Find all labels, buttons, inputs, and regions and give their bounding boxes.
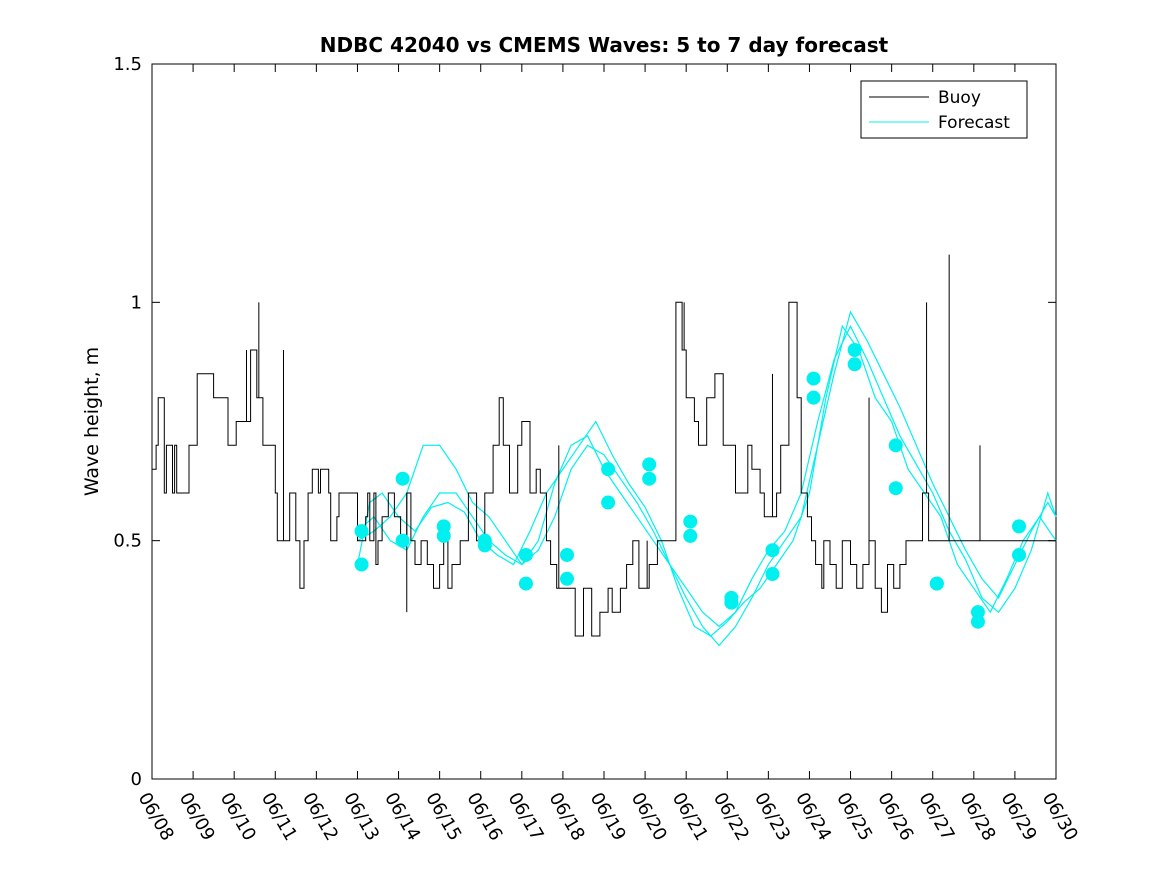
forecast-marker [518, 547, 533, 562]
legend-box [860, 80, 1028, 139]
legend-forecast-label: Forecast [938, 113, 1010, 133]
forecast-marker [395, 471, 410, 486]
forecast-markers [354, 343, 1027, 629]
forecast-marker [888, 438, 903, 453]
forecast-marker [436, 528, 451, 543]
forecast-marker [601, 462, 616, 477]
legend: Buoy Forecast [860, 80, 1028, 139]
axes-box [151, 63, 1057, 780]
forecast-marker [724, 595, 739, 610]
forecast-marker [560, 547, 575, 562]
forecast-marker [518, 576, 533, 591]
forecast-marker [847, 357, 862, 372]
legend-buoy-label: Buoy [938, 88, 981, 108]
forecast-marker [806, 390, 821, 405]
buoy-series-line [152, 301, 1056, 637]
forecast-series-line [356, 324, 1057, 637]
plot-area: 06/0806/0906/1006/1106/1206/1306/1406/15… [113, 54, 1081, 844]
forecast-marker [354, 524, 369, 539]
forecast-series-line [357, 324, 1057, 628]
y-tick-label: 1 [131, 292, 142, 313]
forecast-marker [560, 571, 575, 586]
chart-title: NDBC 42040 vs CMEMS Waves: 5 to 7 day fo… [320, 33, 889, 57]
y-axis-label: Wave height, m [81, 347, 103, 496]
y-tick-label: 0 [131, 769, 142, 790]
forecast-marker [806, 371, 821, 386]
forecast-marker [847, 343, 862, 357]
forecast-marker [601, 495, 616, 510]
forecast-marker [683, 514, 698, 529]
forecast-marker [765, 567, 780, 582]
forecast-marker [765, 543, 780, 558]
forecast-lines [356, 310, 1057, 647]
forecast-marker [395, 533, 410, 548]
forecast-marker [1012, 547, 1027, 562]
forecast-marker [683, 528, 698, 543]
y-tick-label: 1.5 [113, 54, 142, 75]
forecast-marker [354, 557, 369, 572]
forecast-marker [888, 481, 903, 496]
forecast-marker [1012, 519, 1027, 534]
forecast-marker [642, 457, 657, 472]
forecast-marker [642, 471, 657, 486]
forecast-series-line [357, 310, 1057, 647]
forecast-marker [970, 614, 985, 629]
forecast-marker [477, 538, 492, 553]
forecast-marker [929, 576, 944, 591]
buoy-line [152, 254, 1056, 637]
y-tick-label: 0.5 [113, 531, 142, 552]
